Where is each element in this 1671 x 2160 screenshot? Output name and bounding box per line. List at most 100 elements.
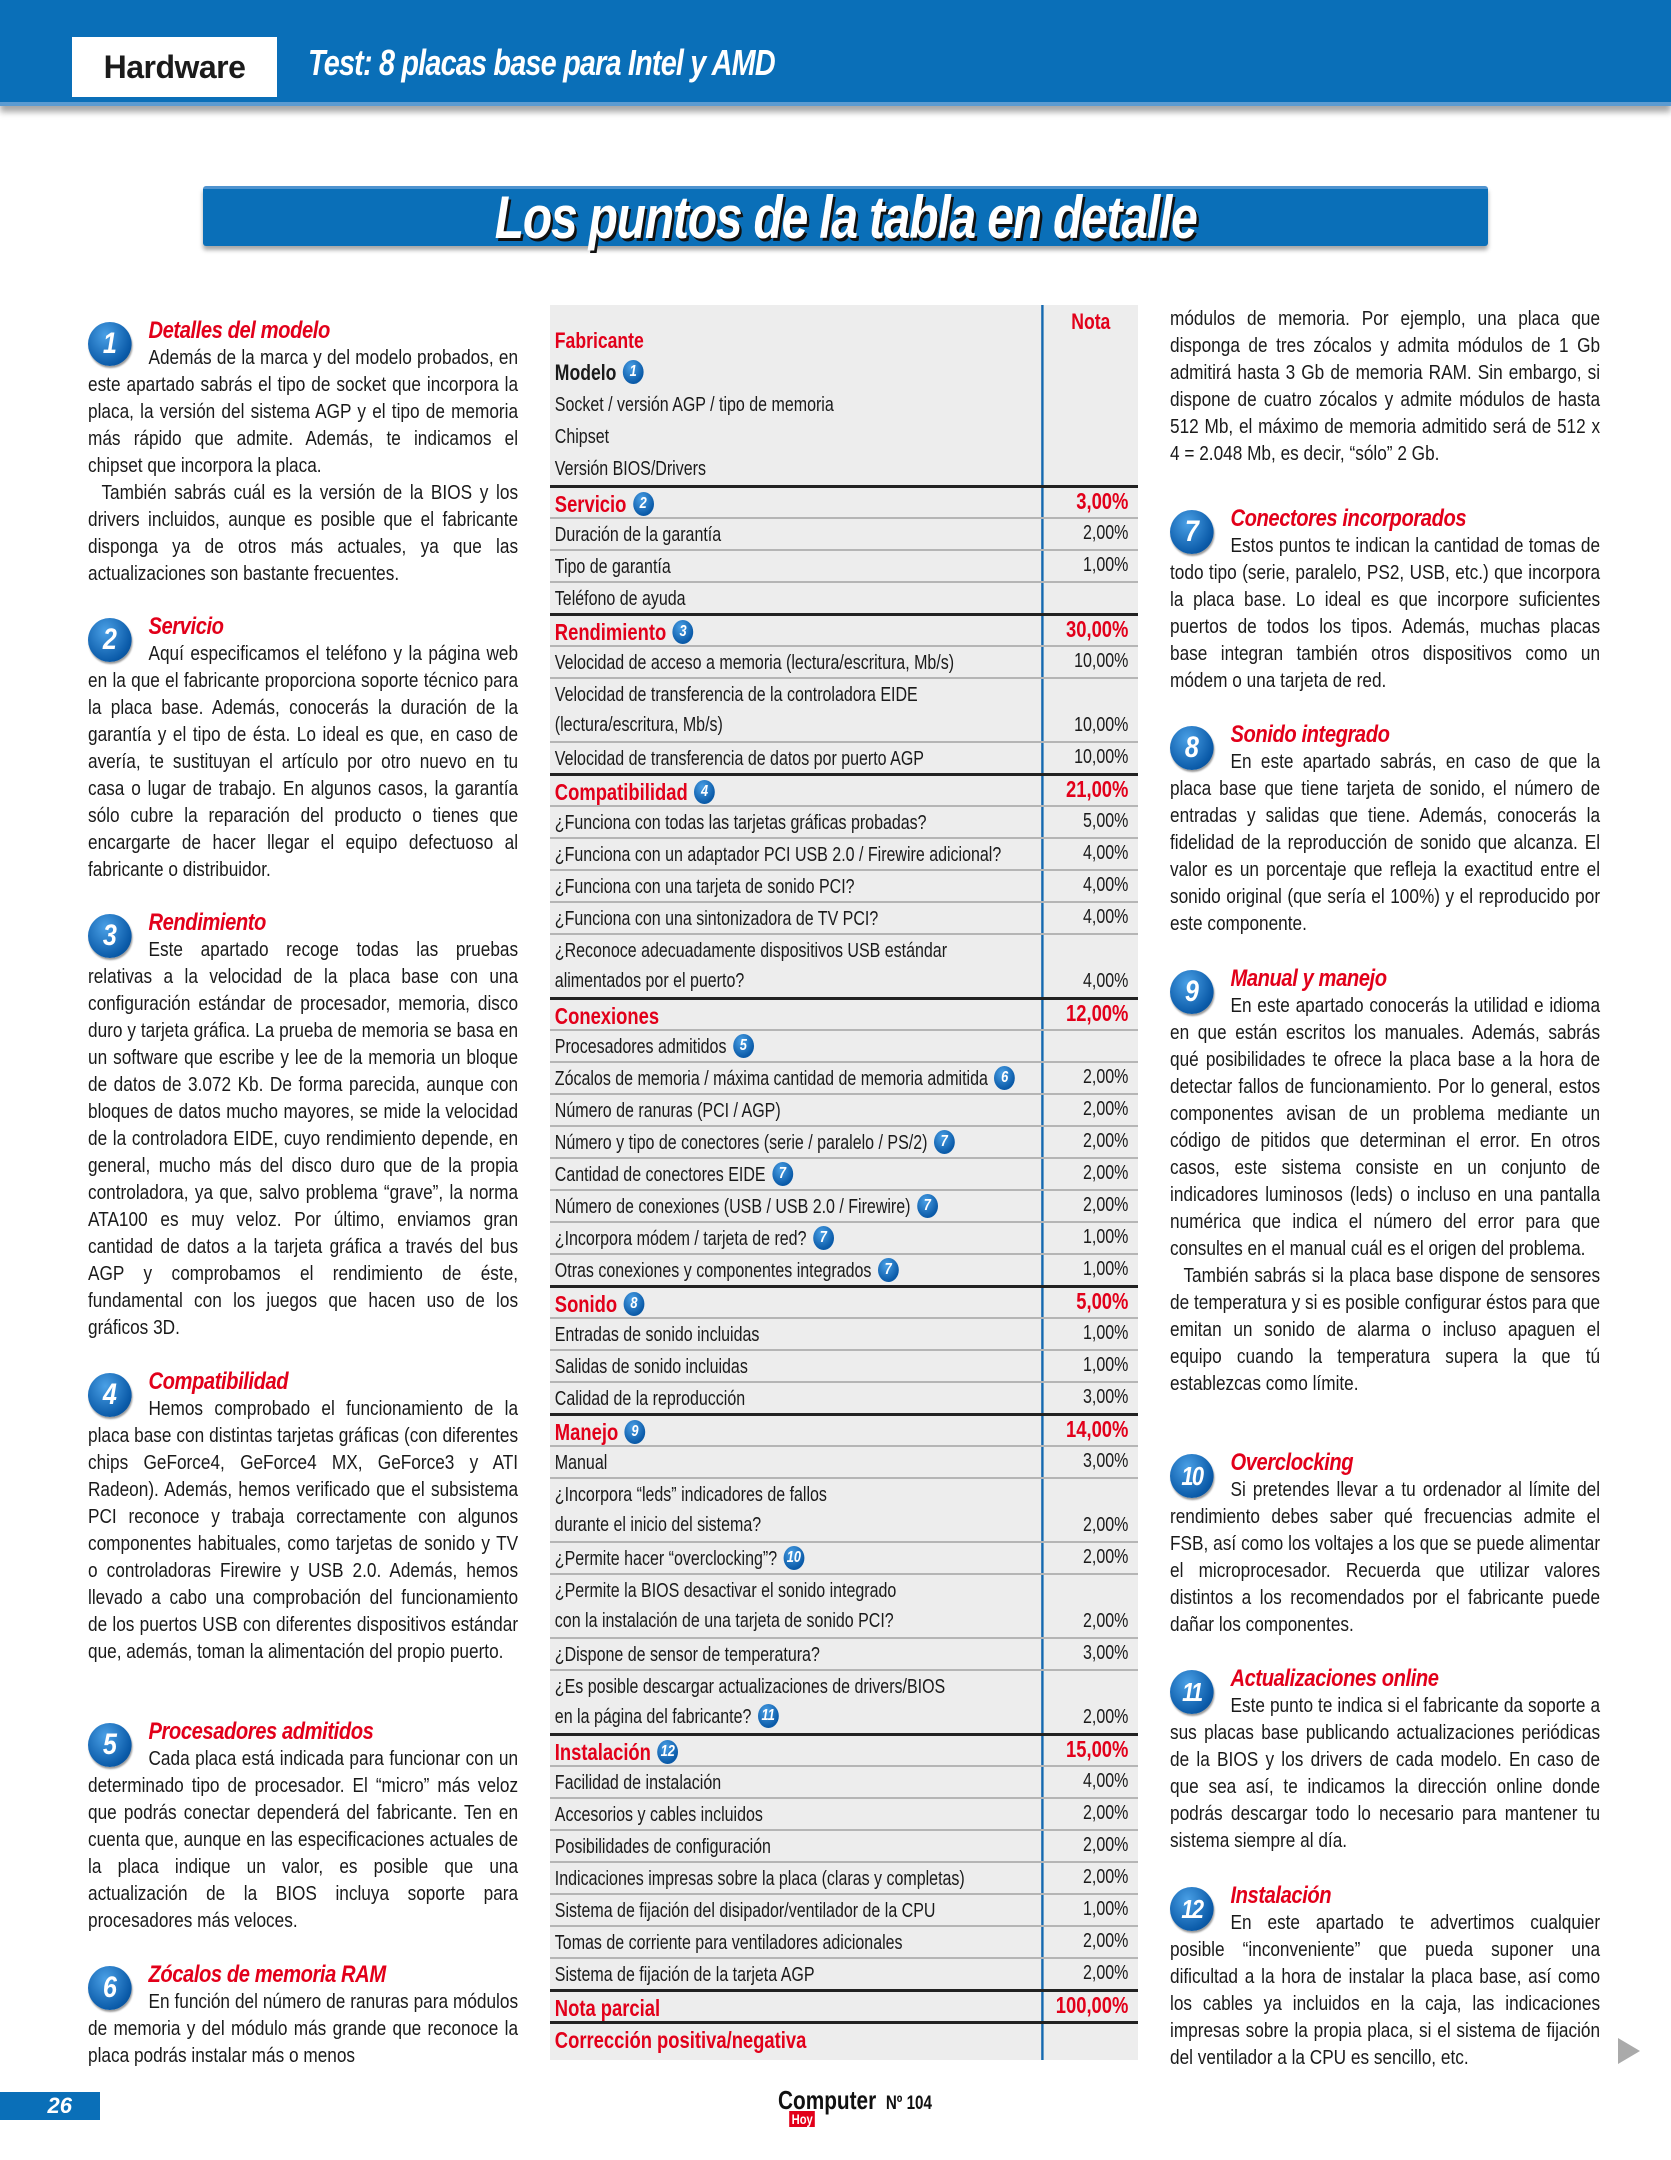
row-label-line: Sonido 8: [555, 1289, 1044, 1319]
row-label: Conexiones: [550, 1000, 1044, 1029]
row-label-text: Cantidad de conectores EIDE: [554, 1164, 766, 1186]
number-badge-icon: 5: [88, 1723, 132, 1767]
row-weight: 15,00%: [1065, 1736, 1129, 1762]
row-label: ¿Incorpora módem / tarjeta de red? 7: [550, 1223, 1044, 1253]
table-row: ¿Funciona con un adaptador PCI USB 2.0 /…: [550, 837, 1138, 869]
table-header: Nota Fabricante Modelo 1 Socket / versión…: [550, 305, 1138, 485]
section-10: 10 Overclocking Si pretendes llevar a tu o…: [1170, 1449, 1600, 1638]
section-paragraph: Estos puntos te indican la cantidad de t…: [1170, 534, 1601, 692]
row-weight: 2,00%: [1083, 1194, 1129, 1216]
table-row: Tomas de corriente para ventiladores adi…: [550, 1925, 1138, 1957]
row-label-line: con la instalación de una tarjeta de son…: [555, 1606, 1044, 1636]
section-6: 6 Zócalos de memoria RAM En función del nú…: [88, 1961, 518, 2069]
number-badge-icon: 10: [783, 1545, 805, 1570]
row-label-line: Conexiones: [555, 1001, 1044, 1031]
section-paragraph: En este apartado conocerás la utilidad e…: [1170, 994, 1601, 1260]
row-label-text: Indicaciones impresas sobre la placa (cl…: [554, 1868, 965, 1890]
row-label-text: Otras conexiones y componentes integrado…: [554, 1260, 872, 1282]
row-label-text: con la instalación de una tarjeta de son…: [554, 1610, 894, 1632]
row-label-text: Sistema de fijación del disipador/ventil…: [554, 1900, 936, 1922]
table-section-row: Conexiones 12,00%: [550, 997, 1138, 1029]
section-8: 8 Sonido integrado En este apartado sabrás…: [1170, 721, 1600, 937]
table-row: Sistema de fijación de la tarjeta AGP 2,0…: [550, 1957, 1138, 1989]
row-label: ¿Funciona con una sintonizadora de TV PC…: [550, 903, 1044, 933]
row-label-line: ¿Reconoce adecuadamente dispositivos USB…: [555, 936, 1044, 966]
row-label-line: Calidad de la reproducción: [555, 1384, 1044, 1414]
table-section-row: Corrección positiva/negativa: [550, 2021, 1138, 2053]
row-label-text: ¿Funciona con todas las tarjetas gráfica…: [554, 812, 927, 834]
row-label-text: Procesadores admitidos: [554, 1036, 727, 1058]
row-weight: 2,00%: [1083, 1514, 1129, 1536]
row-label-line: Manejo 9: [555, 1417, 1044, 1447]
table-row: Procesadores admitidos 5: [550, 1029, 1138, 1061]
section-heading: Servicio: [148, 613, 224, 640]
row-weight: 2,00%: [1083, 1962, 1129, 1984]
row-label-line: Teléfono de ayuda: [555, 584, 1044, 614]
table-row: Sistema de fijación del disipador/ventil…: [550, 1893, 1138, 1925]
row-label-line: Número y tipo de conectores (serie / par…: [555, 1128, 1044, 1158]
table-row: Manual 3,00%: [550, 1445, 1138, 1477]
row-weight: 2,00%: [1083, 1834, 1129, 1856]
row-weight: 4,00%: [1083, 842, 1129, 864]
column-divider: [1041, 305, 1044, 2060]
row-label: Manual: [550, 1447, 1044, 1477]
row-label-text: Número y tipo de conectores (serie / par…: [554, 1132, 928, 1154]
row-label-line: Zócalos de memoria / máxima cantidad de …: [555, 1064, 1044, 1094]
page-title: Los puntos de la tabla en detalle: [494, 184, 1198, 251]
row-label: Corrección positiva/negativa: [550, 2024, 1044, 2053]
article-title: Test: 8 placas base para Intel y AMD: [308, 42, 776, 83]
row-weight: 5,00%: [1083, 810, 1129, 832]
magazine-logo: Computer Hoy Nº 104: [778, 2085, 932, 2127]
row-label: ¿Reconoce adecuadamente dispositivos USB…: [550, 935, 1044, 997]
row-label-text: Compatibilidad: [554, 779, 688, 805]
row-label: Número de ranuras (PCI / AGP): [550, 1095, 1044, 1125]
row-weight: 3,00%: [1076, 488, 1129, 514]
table-row: Calidad de la reproducción 3,00%: [550, 1381, 1138, 1413]
table-row: Número de conexiones (USB / USB 2.0 / Fi…: [550, 1189, 1138, 1221]
row-label-text: ¿Permite la BIOS desactivar el sonido in…: [554, 1580, 897, 1602]
row-label-line: Instalación 12: [555, 1737, 1044, 1767]
row-label: Calidad de la reproducción: [550, 1383, 1044, 1413]
section-heading: Zócalos de memoria RAM: [148, 1961, 386, 1988]
row-label-line: Velocidad de transferencia de la control…: [555, 680, 1044, 710]
row-weight: 4,00%: [1083, 970, 1129, 992]
table-section-row: Rendimiento 3 30,00%: [550, 613, 1138, 645]
modelo-row: Modelo 1: [550, 357, 1138, 389]
row-label: Otras conexiones y componentes integrado…: [550, 1255, 1044, 1285]
row-label: ¿Permite la BIOS desactivar el sonido in…: [550, 1575, 1044, 1637]
table-row: Accesorios y cables incluidos 2,00%: [550, 1797, 1138, 1829]
table-row: Salidas de sonido incluidas 1,00%: [550, 1349, 1138, 1381]
section-paragraph: Si pretendes llevar a tu ordenador al lí…: [1170, 1478, 1601, 1636]
section-heading: Detalles del modelo: [148, 317, 330, 344]
row-weight: [1044, 1031, 1138, 1061]
row-label-line: Rendimiento 3: [555, 617, 1044, 647]
row-label-text: ¿Dispone de sensor de temperatura?: [554, 1644, 820, 1666]
number-badge-icon: 8: [1170, 726, 1214, 770]
table-row: Velocidad de transferencia de datos por …: [550, 741, 1138, 773]
number-badge-icon: 8: [623, 1291, 645, 1316]
number-badge-icon: 6: [88, 1966, 132, 2010]
row-label: Nota parcial: [550, 1992, 1044, 2021]
row-label-line: Compatibilidad 4: [555, 777, 1044, 807]
row-label-text: Calidad de la reproducción: [554, 1388, 746, 1410]
row-label: Accesorios y cables incluidos: [550, 1799, 1044, 1829]
row-weight: 2,00%: [1083, 522, 1129, 544]
row-label-line: Posibilidades de configuración: [555, 1832, 1044, 1862]
row-label-text: Velocidad de transferencia de la control…: [554, 684, 918, 706]
row-label-line: ¿Dispone de sensor de temperatura?: [555, 1640, 1044, 1670]
row-label: Velocidad de transferencia de datos por …: [550, 743, 1044, 773]
number-badge-icon: 7: [916, 1193, 938, 1218]
row-label: ¿Dispone de sensor de temperatura?: [550, 1639, 1044, 1669]
row-label-line: alimentados por el puerto?: [555, 966, 1044, 996]
table-section-row: Compatibilidad 4 21,00%: [550, 773, 1138, 805]
row-label-line: (lectura/escritura, Mb/s): [555, 710, 1044, 740]
row-label: Posibilidades de configuración: [550, 1831, 1044, 1861]
row-label: Procesadores admitidos 5: [550, 1031, 1044, 1061]
row-label: ¿Es posible descargar actualizaciones de…: [550, 1671, 1044, 1733]
row-weight: 2,00%: [1083, 1098, 1129, 1120]
row-label-line: Velocidad de acceso a memoria (lectura/e…: [555, 648, 1044, 678]
table-row: Entradas de sonido incluidas 1,00%: [550, 1317, 1138, 1349]
number-badge-icon: 3: [88, 914, 132, 958]
row-label: ¿Funciona con una tarjeta de sonido PCI?: [550, 871, 1044, 901]
table-section-row: Servicio 2 3,00%: [550, 485, 1138, 517]
